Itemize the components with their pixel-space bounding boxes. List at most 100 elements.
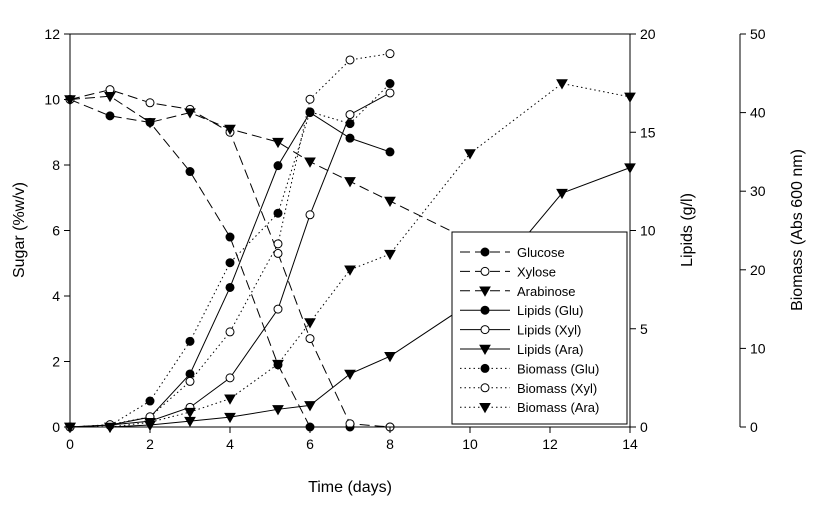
legend-marker: [479, 286, 491, 297]
x-tick-label: 10: [462, 436, 478, 452]
data-point-xylose: [145, 98, 155, 108]
legend-label: Lipids (Ara): [517, 342, 583, 357]
y-tick-label-lipids: 10: [640, 223, 656, 239]
legend-marker: [480, 363, 490, 373]
data-point-biomass-xyl: [385, 49, 395, 59]
legend: Glucose Xylose Arabinose Lipids (Glu) Lipids…: [451, 231, 628, 425]
data-point-lipids-ara: [556, 188, 568, 200]
data-point-lipids-ara: [344, 369, 356, 380]
legend-label: Lipids (Xyl): [517, 323, 581, 338]
x-axis-label: Time (days): [308, 479, 392, 496]
data-point-lipids-xyl: [273, 304, 283, 314]
legend-marker: [480, 266, 490, 276]
data-point-arabinose: [184, 108, 196, 119]
data-point-lipids-glu: [385, 147, 395, 157]
x-tick-label: 12: [542, 436, 558, 452]
legend-label: Xylose: [517, 264, 556, 279]
y-tick-label-sugar: 2: [52, 354, 60, 370]
y-tick-label-biomass: 0: [750, 419, 758, 435]
y-tick-label-biomass: 40: [750, 105, 766, 121]
y-tick-label-sugar: 12: [44, 26, 60, 42]
y-tick-label-sugar: 8: [52, 157, 60, 173]
data-point-biomass-ara: [556, 79, 568, 90]
data-point-biomass-ara: [272, 359, 284, 371]
data-point-arabinose: [104, 91, 116, 103]
y-tick-label-lipids: 20: [640, 26, 656, 42]
data-point-arabinose: [144, 118, 156, 129]
x-tick-label: 14: [622, 436, 638, 452]
data-point-biomass-glu: [145, 396, 155, 406]
data-point-biomass-xyl: [305, 94, 315, 104]
legend-item-biomass-ara: Biomass (Ara): [460, 400, 599, 415]
data-point-xylose: [305, 334, 315, 344]
legend-marker: [479, 344, 491, 356]
data-point-arabinose: [384, 196, 396, 208]
data-point-glucose: [105, 111, 115, 121]
series-biomass-ara: [64, 79, 636, 434]
data-point-arabinose: [304, 157, 316, 168]
y-axis-label-sugar: Sugar (%w/v): [11, 182, 28, 278]
y-tick-label-biomass: 30: [750, 183, 766, 199]
legend-item-xylose: Xylose: [460, 264, 556, 279]
legend-label: Arabinose: [517, 284, 576, 299]
y-tick-label-lipids: 0: [640, 419, 648, 435]
legend-item-arabinose: Arabinose: [460, 284, 576, 299]
data-point-biomass-xyl: [345, 55, 355, 65]
y-tick-label-sugar: 4: [52, 288, 60, 304]
data-point-biomass-glu: [385, 79, 395, 89]
data-point-lipids-ara: [272, 405, 284, 416]
legend-item-glucose: Glucose: [460, 245, 565, 260]
data-point-lipids-xyl: [345, 110, 355, 120]
y-tick-label-sugar: 10: [44, 92, 60, 108]
data-point-arabinose: [224, 124, 236, 135]
series-arabinose: [64, 91, 476, 247]
data-point-biomass-ara: [104, 422, 116, 434]
data-point-biomass-ara: [464, 149, 476, 160]
legend-item-biomass-xyl: Biomass (Xyl): [460, 381, 597, 396]
legend-marker: [480, 383, 490, 393]
data-point-biomass-xyl: [273, 239, 283, 249]
data-point-lipids-xyl: [225, 373, 235, 383]
data-point-glucose: [185, 167, 195, 177]
data-point-biomass-xyl: [225, 327, 235, 337]
data-point-xylose: [273, 248, 283, 258]
data-point-lipids-glu: [273, 161, 283, 171]
data-point-lipids-xyl: [305, 210, 315, 220]
series-line-biomass-glu: [69, 83, 391, 428]
legend-marker: [480, 305, 490, 315]
data-point-lipids-glu: [345, 133, 355, 143]
legend-item-lipids-xyl: Lipids (Xyl): [460, 323, 581, 338]
legend-item-biomass-glu: Biomass (Glu): [460, 361, 599, 376]
y-tick-label-sugar: 6: [52, 223, 60, 239]
y-tick-label-lipids: 15: [640, 124, 656, 140]
data-point-lipids-ara: [304, 401, 316, 412]
y-tick-label-biomass: 50: [750, 26, 766, 42]
data-point-biomass-glu: [225, 258, 235, 268]
data-point-xylose: [345, 419, 355, 429]
legend-marker: [480, 325, 490, 335]
data-point-biomass-glu: [345, 119, 355, 129]
legend-label: Lipids (Glu): [517, 303, 583, 318]
data-point-biomass-ara: [304, 318, 316, 329]
x-tick-label: 0: [66, 436, 74, 452]
x-tick-label: 2: [146, 436, 154, 452]
x-tick-label: 4: [226, 436, 234, 452]
data-point-biomass-xyl: [185, 376, 195, 386]
data-point-arabinose: [272, 137, 284, 149]
data-point-lipids-ara: [224, 412, 236, 424]
data-point-lipids-xyl: [385, 88, 395, 98]
data-point-glucose: [225, 232, 235, 242]
data-point-arabinose: [344, 177, 356, 188]
legend-label: Biomass (Glu): [517, 361, 599, 376]
y-tick-label-biomass: 10: [750, 340, 766, 356]
legend-item-lipids-glu: Lipids (Glu): [460, 303, 583, 318]
data-point-biomass-ara: [384, 249, 396, 261]
legend-label: Biomass (Xyl): [517, 381, 597, 396]
legend-marker: [479, 402, 491, 414]
data-point-lipids-glu: [225, 282, 235, 292]
legend-item-lipids-ara: Lipids (Ara): [460, 342, 583, 357]
y-axis-label-biomass: Biomass (Abs 600 nm): [789, 149, 806, 311]
y-axis-label-lipids: Lipids (g/l): [679, 193, 696, 267]
data-point-biomass-ara: [144, 418, 156, 429]
